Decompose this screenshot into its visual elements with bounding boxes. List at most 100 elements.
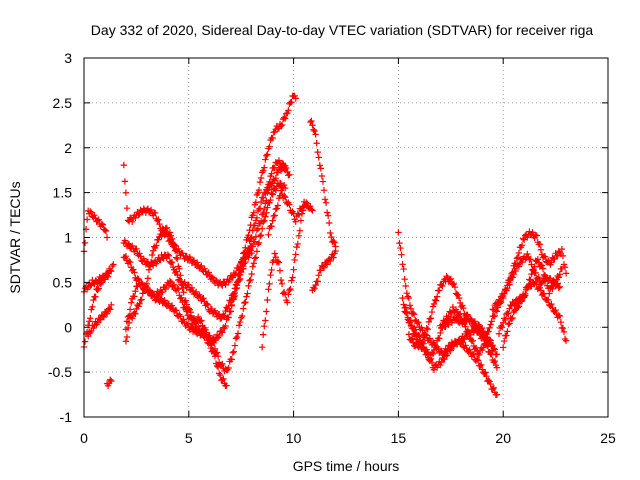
data-point <box>269 191 276 198</box>
data-point <box>213 362 221 370</box>
data-point <box>479 324 486 332</box>
data-point <box>418 344 425 351</box>
series-trace-c <box>80 207 111 255</box>
data-point <box>248 249 255 257</box>
y-tick-label: 1 <box>64 230 72 246</box>
data-point <box>138 279 145 287</box>
data-point <box>396 239 403 247</box>
data-point <box>530 267 537 274</box>
data-point <box>263 152 270 159</box>
data-point <box>526 276 533 283</box>
data-point <box>471 321 479 329</box>
data-point <box>164 251 172 258</box>
data-point <box>257 231 265 239</box>
data-point <box>331 239 338 246</box>
data-point <box>286 201 293 208</box>
data-point <box>483 334 490 341</box>
data-point <box>323 209 331 216</box>
data-point <box>271 212 278 219</box>
data-point <box>451 283 459 291</box>
data-point <box>518 242 526 249</box>
data-point <box>330 254 337 261</box>
data-point <box>402 309 409 316</box>
data-point <box>144 275 152 282</box>
data-point <box>246 277 253 284</box>
data-point <box>257 174 265 182</box>
data-point <box>208 273 216 281</box>
data-point <box>295 211 303 219</box>
data-point <box>170 241 178 248</box>
data-point <box>239 312 246 320</box>
data-point <box>533 281 540 288</box>
data-point <box>398 251 405 258</box>
data-point <box>135 211 142 219</box>
data-point <box>552 306 559 314</box>
data-point <box>260 194 267 201</box>
data-point <box>495 330 503 337</box>
data-point <box>469 337 477 344</box>
data-point <box>124 324 132 332</box>
data-point <box>203 300 210 307</box>
data-point <box>104 270 112 277</box>
data-point <box>536 241 544 248</box>
data-point <box>405 294 413 302</box>
grid-lines <box>84 58 608 417</box>
data-point <box>276 267 284 274</box>
data-point <box>210 350 218 357</box>
data-point <box>249 263 256 270</box>
data-point <box>256 178 264 186</box>
data-point <box>485 377 492 384</box>
data-point <box>294 210 301 217</box>
data-point <box>231 342 239 349</box>
data-point <box>491 357 499 365</box>
data-point <box>447 275 454 283</box>
data-point <box>450 280 458 288</box>
data-point <box>285 107 292 114</box>
data-point <box>307 118 314 126</box>
data-point <box>131 269 138 276</box>
data-point <box>280 114 288 121</box>
data-point <box>264 151 271 158</box>
data-point <box>198 262 205 270</box>
data-point <box>286 286 293 294</box>
data-point <box>493 391 501 398</box>
data-point <box>252 254 260 261</box>
data-point <box>395 229 402 236</box>
data-point <box>314 278 321 285</box>
data-point <box>327 257 334 265</box>
data-point <box>476 362 484 370</box>
data-point <box>223 382 230 389</box>
data-point <box>446 276 453 283</box>
data-point <box>441 355 448 363</box>
data-point <box>508 315 515 323</box>
data-point <box>537 261 545 269</box>
data-point <box>260 331 267 338</box>
data-point <box>260 209 267 217</box>
data-point <box>219 360 226 368</box>
data-point <box>468 317 475 324</box>
data-point <box>527 276 534 284</box>
data-point <box>525 282 532 290</box>
data-point <box>162 285 169 293</box>
data-point <box>253 226 261 234</box>
data-point <box>437 329 444 337</box>
data-point <box>81 338 89 345</box>
data-point <box>474 350 482 357</box>
x-tick-label: 5 <box>185 430 193 446</box>
data-point <box>426 335 434 342</box>
data-point <box>241 299 248 307</box>
data-point <box>131 309 138 317</box>
data-point <box>286 171 293 178</box>
data-point <box>233 284 241 292</box>
data-point <box>424 325 431 333</box>
data-point <box>133 245 140 252</box>
data-point <box>298 207 306 214</box>
data-point <box>173 268 180 275</box>
data-point <box>546 290 553 297</box>
data-point <box>192 288 200 296</box>
data-point <box>399 294 406 302</box>
data-point <box>498 323 506 331</box>
data-point <box>520 294 528 301</box>
data-point <box>514 254 522 261</box>
data-point <box>110 261 117 268</box>
